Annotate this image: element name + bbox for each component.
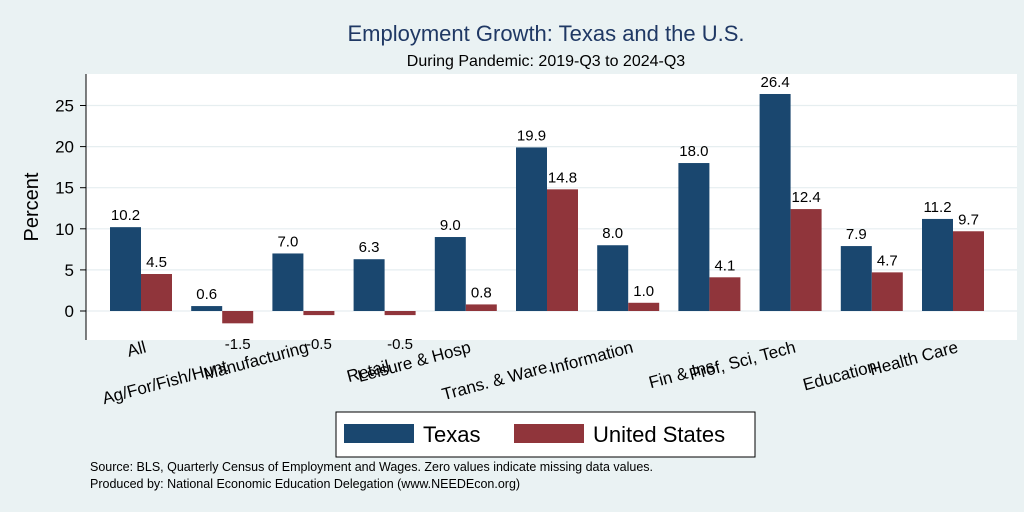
- data-label-united-states: 4.1: [714, 257, 735, 274]
- bar-texas: [922, 218, 953, 311]
- data-label-united-states: 4.7: [877, 252, 898, 269]
- bar-texas: [759, 93, 791, 311]
- y-axis-label: Percent: [21, 172, 43, 241]
- data-label-texas: 18.0: [679, 143, 708, 160]
- bar-united-states: [222, 311, 254, 324]
- data-label-united-states: 0.8: [471, 284, 492, 301]
- category-label: Manufacturing: [201, 338, 310, 384]
- y-axis-ticks: 0 5 10 15 20 25: [55, 97, 86, 321]
- y-tick-label: 25: [55, 97, 74, 116]
- y-tick-label: 10: [55, 220, 74, 239]
- data-label-united-states: 14.8: [548, 169, 577, 186]
- bar-texas: [272, 253, 304, 311]
- data-label-united-states: 4.5: [146, 254, 167, 271]
- category-label: All: [125, 338, 148, 361]
- chart-title: Employment Growth: Texas and the U.S.: [348, 21, 745, 46]
- y-tick-label: 5: [65, 261, 74, 280]
- legend-label-united-states: United States: [593, 422, 725, 447]
- data-labels: 10.2 4.5 0.6 -1.5 7.0 -0.5 6.3 -0.5 9.0 0.8 19.9 14…: [111, 74, 979, 353]
- bar-texas: [353, 259, 385, 311]
- bar-texas: [840, 246, 872, 311]
- bar-united-states: [465, 304, 497, 311]
- data-label-texas: 7.9: [846, 226, 867, 243]
- data-label-texas: 10.2: [111, 207, 140, 224]
- data-label-texas: 6.3: [359, 239, 380, 256]
- data-label-texas: 0.6: [196, 286, 217, 303]
- bar-texas: [191, 306, 223, 311]
- legend-label-texas: Texas: [423, 422, 480, 447]
- chart-subtitle: During Pandemic: 2019-Q3 to 2024-Q3: [407, 53, 685, 70]
- data-label-united-states: 12.4: [791, 189, 820, 206]
- bar-texas: [110, 227, 141, 311]
- bar-united-states: [628, 302, 660, 311]
- data-label-texas: 19.9: [517, 127, 546, 144]
- data-label-united-states: 1.0: [633, 283, 654, 300]
- bar-texas: [516, 147, 547, 311]
- legend: Texas United States: [335, 411, 756, 458]
- data-label-united-states: -0.5: [306, 336, 332, 353]
- bar-texas: [597, 245, 629, 311]
- data-label-united-states: -1.5: [225, 336, 251, 353]
- bar-united-states: [303, 311, 335, 316]
- bar-texas: [678, 163, 710, 311]
- data-label-texas: 26.4: [760, 74, 789, 91]
- bar-united-states: [790, 209, 822, 311]
- category-label: Prof, Sci, Tech: [687, 338, 797, 385]
- y-tick-label: 20: [55, 138, 74, 157]
- data-label-texas: 11.2: [923, 199, 951, 216]
- category-label: Trans. & Ware.: [440, 357, 554, 405]
- bar-united-states: [871, 272, 903, 311]
- bar-united-states: [547, 189, 578, 311]
- y-tick-label: 15: [55, 179, 74, 198]
- bar-texas: [434, 237, 466, 311]
- data-label-united-states: -0.5: [387, 336, 413, 353]
- bar-united-states: [953, 231, 984, 311]
- category-label: Health Care: [867, 338, 960, 380]
- bars: [110, 93, 984, 324]
- legend-swatch-texas: [344, 424, 414, 443]
- data-label-texas: 7.0: [277, 233, 298, 250]
- source-note: Source: BLS, Quarterly Census of Employm…: [90, 460, 653, 474]
- bar-united-states: [709, 277, 741, 311]
- bar-united-states: [384, 311, 416, 316]
- bar-united-states: [141, 274, 172, 311]
- data-label-texas: 9.0: [440, 217, 461, 234]
- y-tick-label: 0: [65, 302, 74, 321]
- data-label-texas: 8.0: [602, 225, 623, 242]
- produced-by-note: Produced by: National Economic Education…: [90, 477, 520, 491]
- data-label-united-states: 9.7: [958, 211, 979, 228]
- category-label: Information: [548, 338, 635, 378]
- legend-swatch-united-states: [514, 424, 584, 443]
